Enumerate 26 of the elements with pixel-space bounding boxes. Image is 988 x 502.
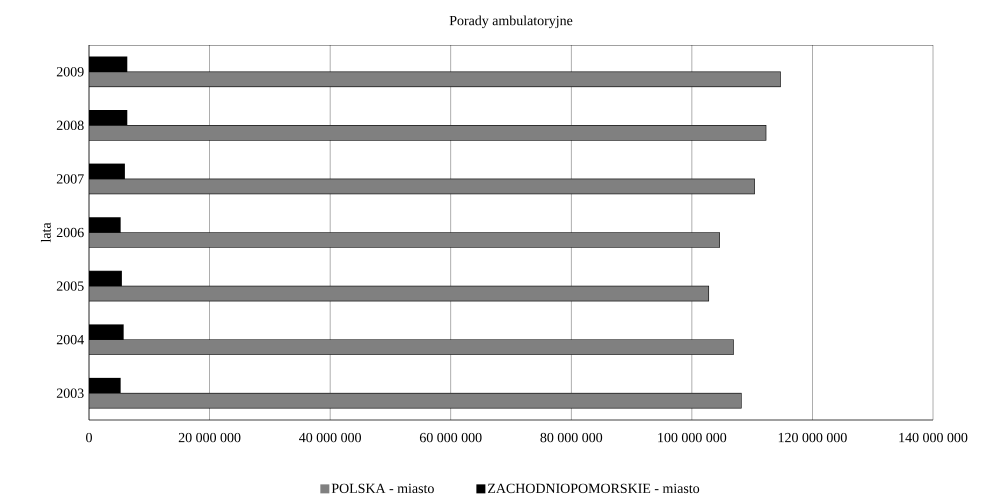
y-tick-label: 2007 (56, 174, 84, 184)
y-axis-title: lata (40, 222, 51, 242)
x-tick-label: 120 000 000 (778, 432, 847, 442)
chart-title: Porady ambulatoryjne (450, 15, 572, 28)
y-tick-label: 2009 (56, 67, 84, 76)
x-tick-label: 140 000 000 (899, 432, 968, 442)
x-tick-label: 60 000 000 (420, 432, 482, 442)
bar (89, 125, 766, 141)
legend-label: ZACHODNIOPOMORSKIE - miasto (488, 484, 700, 494)
legend-label: POLSKA - miasto (332, 484, 434, 494)
bar (89, 71, 781, 88)
y-tick-label: 2008 (56, 120, 84, 130)
y-tick-label: 2004 (56, 334, 84, 344)
bar (89, 232, 720, 248)
y-tick-label: 2003 (56, 388, 84, 398)
bar (89, 339, 734, 355)
bar (89, 178, 755, 194)
y-tick-label: 2005 (56, 281, 84, 291)
x-tick-label: 100 000 000 (658, 432, 726, 442)
x-tick-label: 20 000 000 (178, 432, 240, 442)
bar (89, 286, 710, 302)
x-tick-label: 40 000 000 (299, 432, 361, 442)
x-tick-label: 80 000 000 (540, 432, 602, 442)
bar (89, 392, 742, 408)
x-tick-label: 0 (86, 432, 92, 442)
y-tick-label: 2006 (56, 228, 84, 238)
